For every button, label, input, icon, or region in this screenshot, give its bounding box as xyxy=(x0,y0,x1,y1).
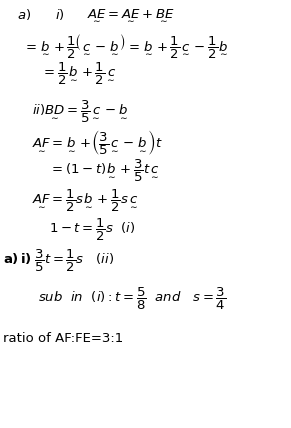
Text: $ii)\underset{\sim}{BD} = \dfrac{3}{5}\underset{\sim}{c} - \underset{\sim}{b}$: $ii)\underset{\sim}{BD} = \dfrac{3}{5}\u… xyxy=(32,99,129,125)
Text: $\underset{\sim}{AF} = \dfrac{1}{2}s\underset{\sim}{b} + \dfrac{1}{2}s\underset{: $\underset{\sim}{AF} = \dfrac{1}{2}s\und… xyxy=(32,188,139,214)
Text: $\underset{\sim}{AF} = \underset{\sim}{b} + \!\left(\dfrac{3}{5}\underset{\sim}{: $\underset{\sim}{AF} = \underset{\sim}{b… xyxy=(32,128,163,157)
Text: $= (1-t)\underset{\sim}{b} + \dfrac{3}{5}t\underset{\sim}{c}$: $= (1-t)\underset{\sim}{b} + \dfrac{3}{5… xyxy=(49,158,160,184)
Text: $= \dfrac{1}{2}\underset{\sim}{b} + \dfrac{1}{2}\underset{\sim}{c}$: $= \dfrac{1}{2}\underset{\sim}{b} + \dfr… xyxy=(41,60,116,87)
Text: $= \underset{\sim}{b} + \dfrac{1}{2}\!\left(\underset{\sim}{c} - \underset{\sim}: $= \underset{\sim}{b} + \dfrac{1}{2}\!\l… xyxy=(23,33,229,61)
Text: $a)$: $a)$ xyxy=(17,7,32,23)
Text: $\mathbf{a) \, i)} \; \dfrac{3}{5}t = \dfrac{1}{2}s \quad (ii)$: $\mathbf{a) \, i)} \; \dfrac{3}{5}t = \d… xyxy=(3,248,114,274)
Text: $\underset{\sim}{AE} = \underset{\sim}{AE} + \underset{\sim}{BE}$: $\underset{\sim}{AE} = \underset{\sim}{A… xyxy=(87,7,175,23)
Text: ratio of AF:FE=3:1: ratio of AF:FE=3:1 xyxy=(3,332,123,345)
Text: $1 - t = \dfrac{1}{2}s \ \ (i)$: $1 - t = \dfrac{1}{2}s \ \ (i)$ xyxy=(49,217,136,244)
Text: $sub \ \ in \ \ (i): t = \dfrac{5}{8} \ \ and \quad s = \dfrac{3}{4}$: $sub \ \ in \ \ (i): t = \dfrac{5}{8} \ … xyxy=(38,285,226,312)
Text: $i)$: $i)$ xyxy=(55,7,65,23)
